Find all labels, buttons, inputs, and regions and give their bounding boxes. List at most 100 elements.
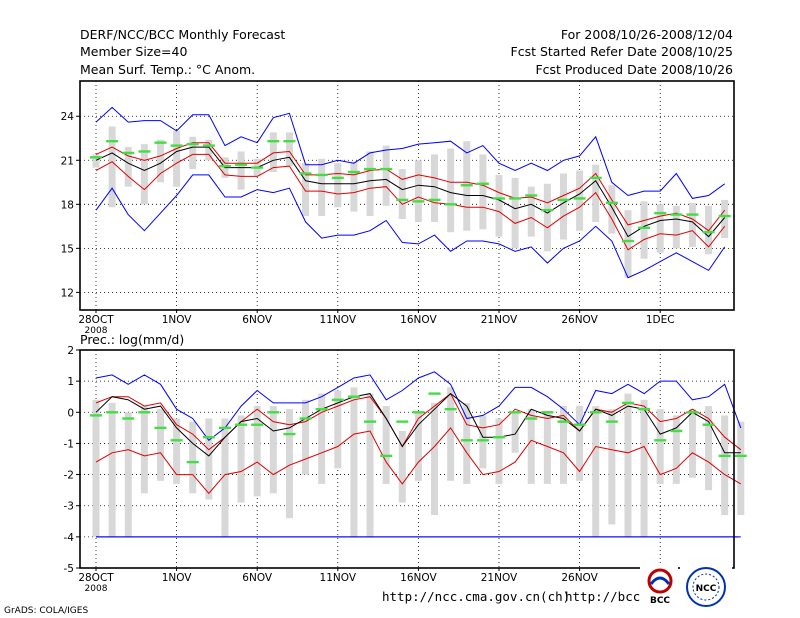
temperature-xtick-label: 21NOV bbox=[481, 314, 518, 326]
precipitation-xtick-label: 1NOV bbox=[162, 572, 193, 584]
precipitation-spread-bar bbox=[576, 406, 584, 481]
precipitation-spread-bar bbox=[124, 412, 132, 537]
precipitation-spread-bar bbox=[479, 415, 487, 469]
temperature-spread-bar bbox=[366, 151, 374, 217]
precipitation-spread-bar bbox=[640, 399, 648, 537]
temperature-spread-bar bbox=[624, 210, 632, 278]
precipitation-ytick-label: 0 bbox=[67, 407, 74, 419]
temperature-spread-bar bbox=[559, 173, 567, 240]
temperature-spread-bar bbox=[640, 201, 648, 259]
chart-title: DERF/NCC/BCC Monthly Forecast bbox=[80, 27, 285, 42]
temperature-spread-bar bbox=[688, 202, 696, 247]
temperature-ytick-label: 15 bbox=[61, 243, 74, 255]
temperature-upper-red-line bbox=[95, 142, 726, 232]
precipitation-spread-bar bbox=[285, 409, 293, 519]
precipitation-lower-red-line bbox=[95, 427, 742, 495]
precipitation-ytick-label: 2 bbox=[67, 345, 74, 357]
temperature-ensemble-mean-line bbox=[95, 146, 726, 238]
precipitation-spread-bar bbox=[92, 399, 100, 537]
precipitation-spread-bar bbox=[656, 409, 664, 484]
temperature-spread-bar bbox=[140, 144, 148, 205]
temperature-spread-bar bbox=[334, 163, 342, 208]
temperature-spread-bar bbox=[608, 185, 616, 234]
temperature-spread-bar bbox=[398, 169, 406, 219]
precipitation-spread-bar bbox=[189, 421, 197, 494]
temperature-xtick-label: 1DEC bbox=[646, 314, 675, 326]
precipitation-spread-bar bbox=[205, 418, 213, 500]
temperature-ytick-label: 24 bbox=[61, 111, 75, 123]
temperature-spread-bar bbox=[543, 183, 551, 252]
grads-credit: GrADS: COLA/IGES bbox=[4, 606, 88, 616]
temperature-spread-bar bbox=[431, 154, 439, 222]
precipitation-spread-bar bbox=[592, 406, 600, 537]
temperature-axis-frame bbox=[79, 80, 735, 311]
temperature-spread-bar bbox=[318, 158, 326, 217]
temperature-ytick-label: 12 bbox=[61, 287, 74, 299]
temperature-spread-bar bbox=[189, 136, 197, 170]
precipitation-spread-bar bbox=[447, 387, 455, 481]
temperature-plot-area bbox=[80, 81, 734, 310]
precipitation-spread-bar bbox=[382, 406, 390, 484]
ncc-logo: NCC bbox=[680, 566, 732, 608]
precipitation-ytick-label: -5 bbox=[64, 563, 74, 575]
temperature-spread-bar bbox=[447, 148, 455, 233]
precipitation-spread-bar bbox=[221, 418, 229, 537]
temperature-spread-bar bbox=[479, 154, 487, 230]
precipitation-spread-bar bbox=[269, 406, 277, 494]
temperature-spread-bar bbox=[382, 145, 390, 206]
precipitation-ytick-label: 1 bbox=[67, 376, 74, 388]
temperature-spread-bar bbox=[92, 154, 100, 168]
temperature-spread-bar bbox=[414, 160, 422, 222]
temperature-spread-bar bbox=[156, 139, 164, 183]
precipitation-spread-bar bbox=[431, 402, 439, 516]
ncc-logo-text: NCC bbox=[696, 584, 717, 594]
temperature-spread-bar bbox=[108, 126, 116, 208]
precipitation-spread-bar bbox=[543, 412, 551, 484]
temperature-xtick-label: 1NOV bbox=[162, 314, 193, 326]
temperature-spread-bar bbox=[285, 132, 293, 167]
precipitation-spread-bar bbox=[156, 409, 164, 481]
temperature-spread-bar bbox=[269, 132, 277, 173]
forecast-produced-date: Fcst Produced Date 2008/10/26 bbox=[535, 62, 733, 77]
temperature-spread-bar bbox=[527, 186, 535, 237]
precipitation-spread-bar bbox=[350, 387, 358, 537]
temperature-xtick-label: 26NOV bbox=[561, 314, 598, 326]
precipitation-spread-bar bbox=[511, 412, 519, 453]
bcc-logo: BCC bbox=[640, 566, 678, 606]
precipitation-spread-bar bbox=[721, 415, 729, 516]
temperature-lower-red-line bbox=[95, 153, 726, 251]
bcc-url[interactable]: http://bcc.c bbox=[565, 589, 655, 604]
precipitation-spread-bar bbox=[140, 406, 148, 494]
precipitation-spread-bar bbox=[334, 390, 342, 469]
precipitation-spread-bar bbox=[672, 415, 680, 484]
temperature-xtick-label: 11NOV bbox=[320, 314, 357, 326]
precipitation-spread-bar bbox=[688, 409, 696, 478]
bcc-logo-text: BCC bbox=[650, 596, 670, 606]
temperature-spread-bar bbox=[721, 199, 729, 239]
temperature-spread-bar bbox=[511, 177, 519, 249]
temperature-spread-bar bbox=[124, 147, 132, 187]
precipitation-spread-bar bbox=[737, 421, 745, 516]
precipitation-spread-bar bbox=[559, 406, 567, 484]
precipitation-ytick-label: -4 bbox=[64, 532, 75, 544]
temperature-spread-bar bbox=[302, 163, 310, 217]
ncc-url[interactable]: http://ncc.cma.gov.cn(ch) bbox=[382, 589, 570, 604]
precip-title: Prec.: log(mm/d) bbox=[80, 332, 184, 347]
precipitation-xtick-label: 26NOV bbox=[561, 572, 598, 584]
temperature-spread-bar bbox=[173, 130, 181, 187]
precipitation-spread-bar bbox=[253, 406, 261, 497]
temperature-spread-bar bbox=[495, 174, 503, 237]
precipitation-spread-bar bbox=[398, 430, 406, 503]
temperature-upper-envelope-line bbox=[95, 106, 725, 199]
precipitation-spread-bar bbox=[527, 409, 535, 484]
precipitation-spread-bar bbox=[302, 399, 310, 475]
precipitation-spread-bar bbox=[108, 402, 116, 537]
temp-variable-label: Mean Surf. Temp.: °C Anom. bbox=[80, 62, 255, 77]
precipitation-xtick-label: 11NOV bbox=[320, 572, 357, 584]
precipitation-spread-bar bbox=[173, 418, 181, 484]
forecast-period: For 2008/10/26-2008/12/04 bbox=[561, 27, 733, 42]
temperature-ytick-label: 21 bbox=[61, 155, 74, 167]
temperature-spread-bar bbox=[576, 170, 584, 231]
